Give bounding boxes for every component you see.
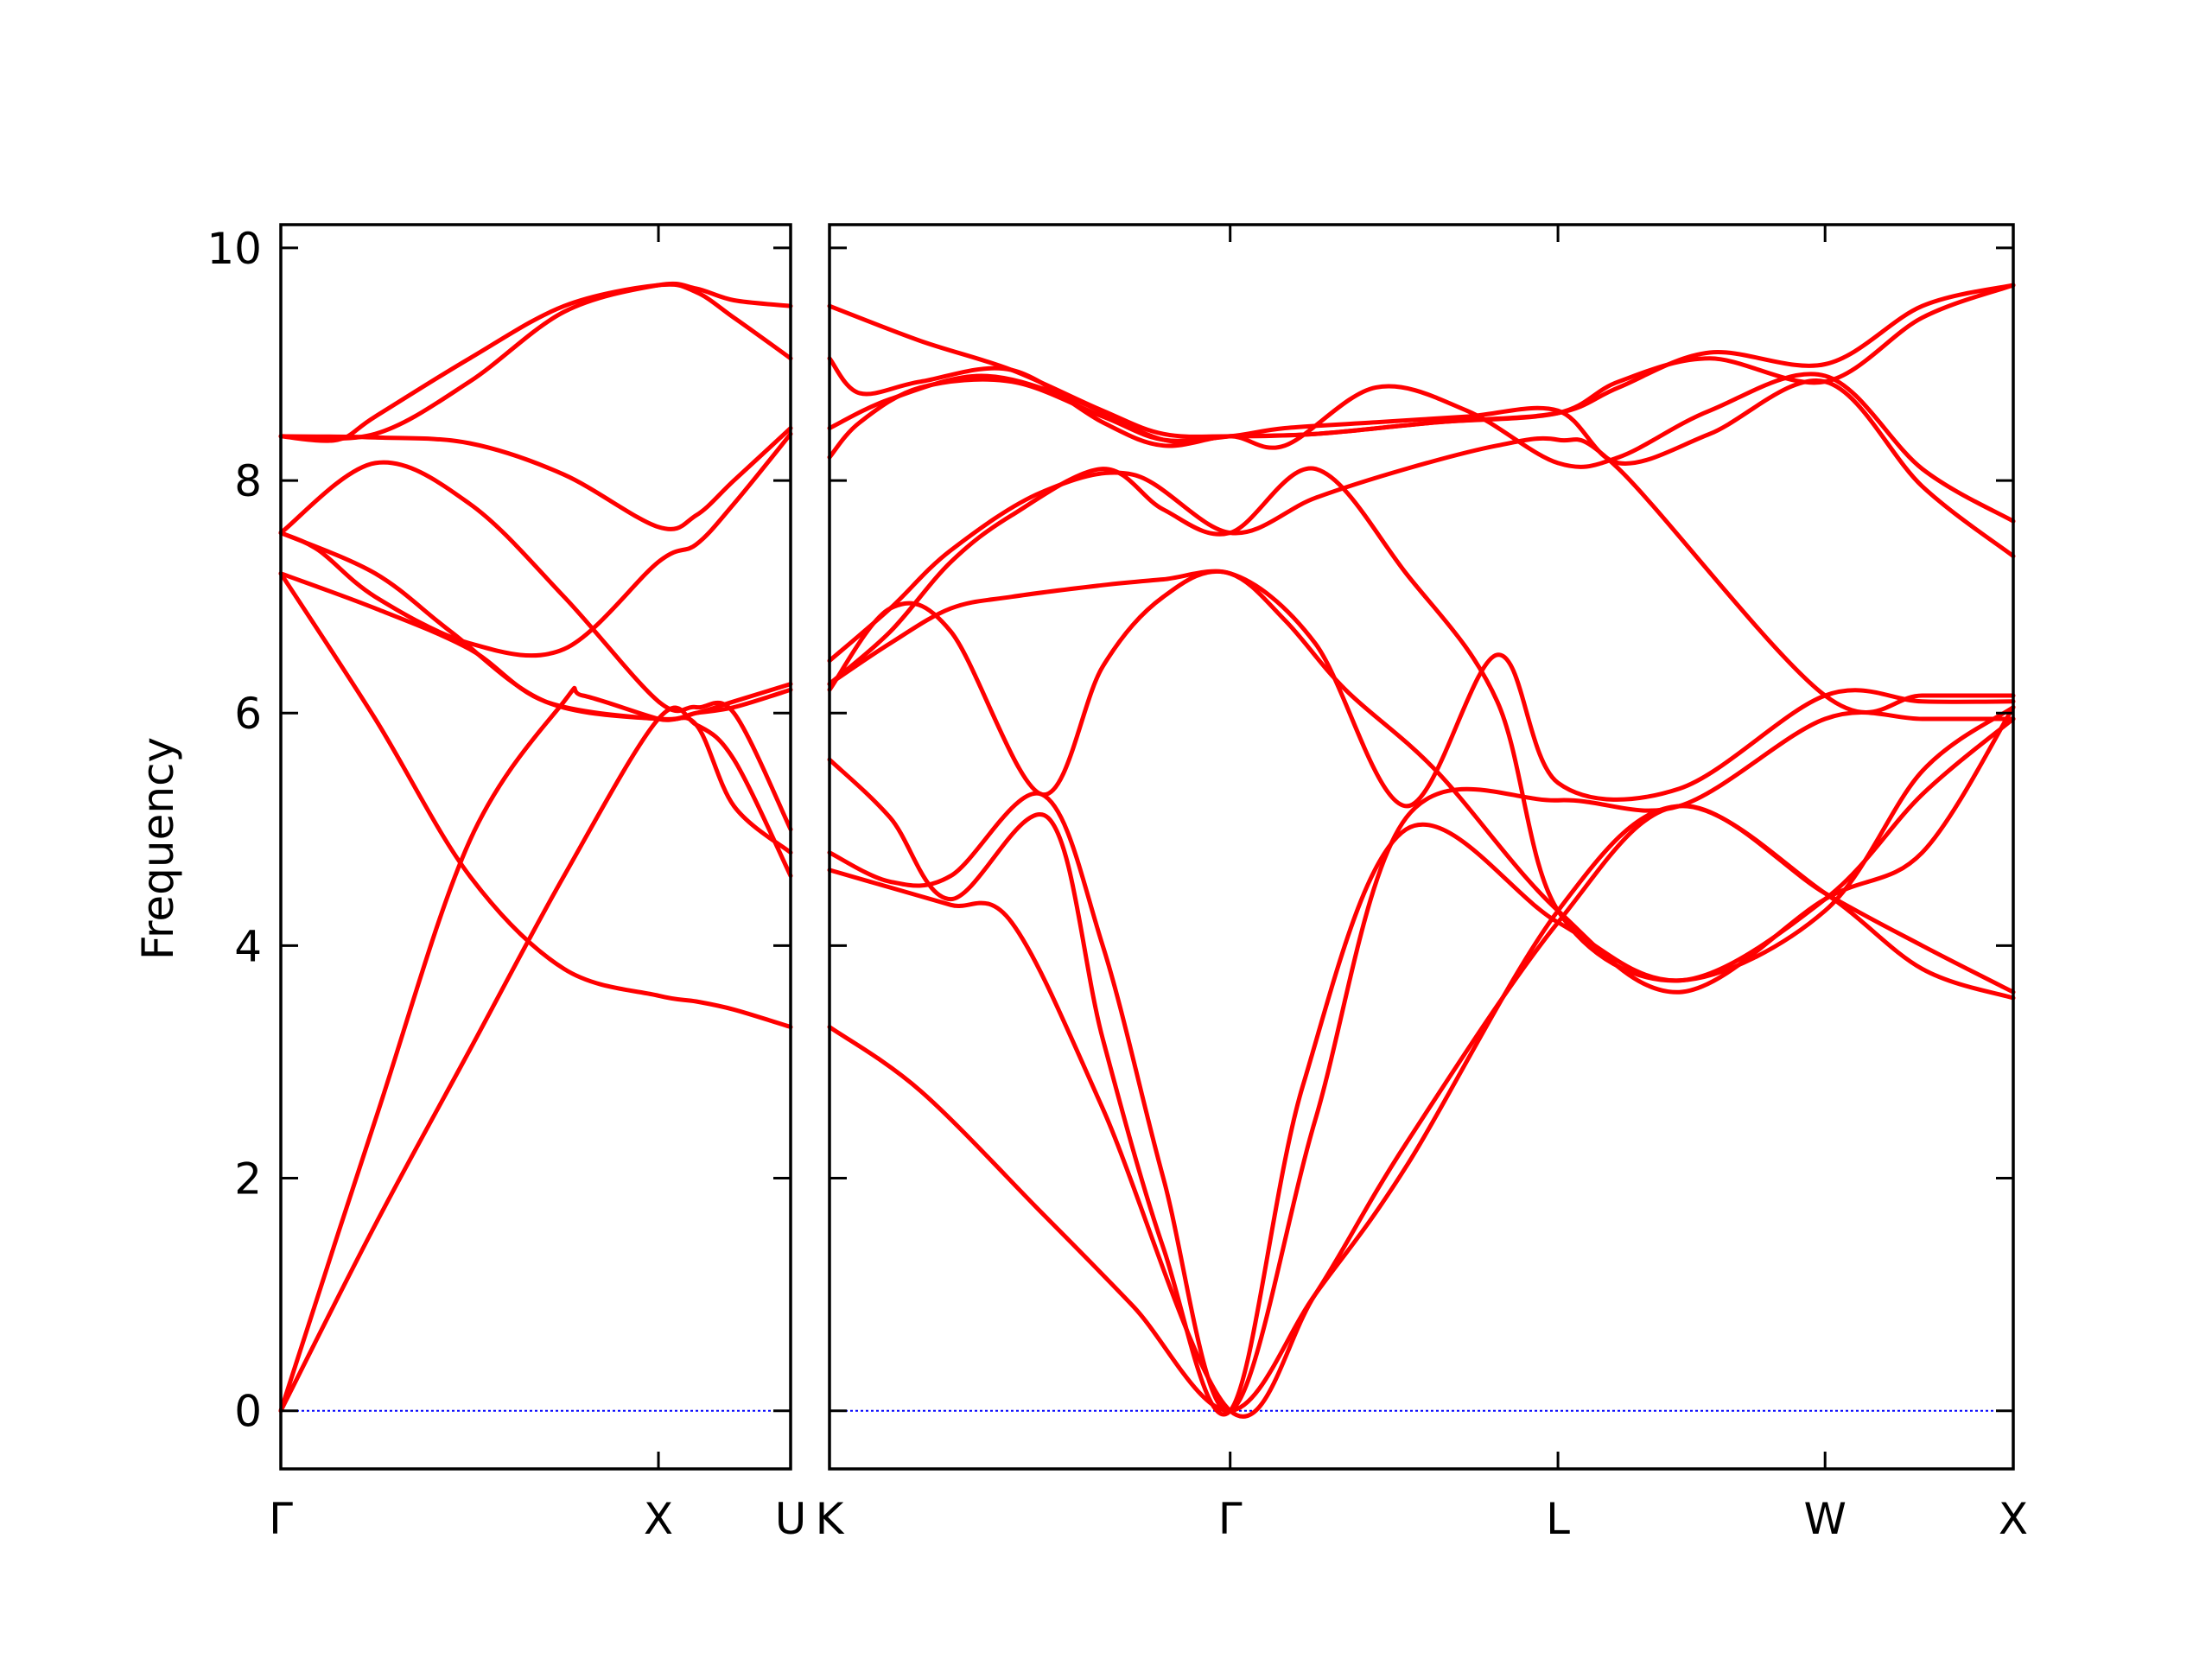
band-2 (827, 804, 2016, 1419)
y-tick-label: 10 (207, 224, 262, 274)
band-9 (278, 282, 793, 443)
kpoint-label: L (1546, 1494, 1570, 1544)
y-tick-label: 0 (234, 1387, 262, 1437)
band-10 (827, 356, 2016, 524)
panel-frame (828, 223, 2015, 1471)
kpoint-label: Γ (1218, 1494, 1243, 1544)
panel-gamma-x-u: 0 2 4 6 8 10 Γ X U (207, 223, 807, 1544)
band-2 (278, 685, 793, 1414)
band-7 (827, 466, 2016, 983)
band-12 (827, 283, 2016, 439)
band-3 (278, 571, 793, 1030)
band-8 (278, 426, 793, 531)
band-3 (827, 705, 2016, 1417)
chart-panels: 0 2 4 6 8 10 Γ X U K Γ L W X (207, 223, 2028, 1544)
kpoint-label: W (1803, 1494, 1846, 1544)
band-6 (827, 569, 2016, 995)
band-4 (827, 710, 2016, 1414)
band-5 (278, 531, 793, 721)
y-axis-label: Frequency (133, 737, 183, 960)
kpoint-label: X (644, 1494, 673, 1544)
band-6 (278, 431, 793, 658)
panel-frame (279, 223, 792, 1471)
y-tick-label: 4 (234, 921, 262, 971)
band-7 (278, 460, 793, 832)
band-9 (827, 377, 2016, 559)
kpoint-label: Γ (269, 1494, 293, 1544)
y-tick-label: 8 (234, 456, 262, 506)
band-5 (827, 569, 2016, 809)
kpoint-label: K (816, 1494, 845, 1544)
band-1 (278, 705, 793, 1414)
kpoint-label: X (1999, 1494, 2028, 1544)
band-8 (827, 435, 2016, 715)
band-10 (278, 281, 793, 442)
band-1 (827, 804, 2016, 1414)
kpoint-label: U (775, 1494, 807, 1544)
y-tick-label: 2 (234, 1154, 262, 1205)
y-tick-label: 6 (234, 689, 262, 739)
